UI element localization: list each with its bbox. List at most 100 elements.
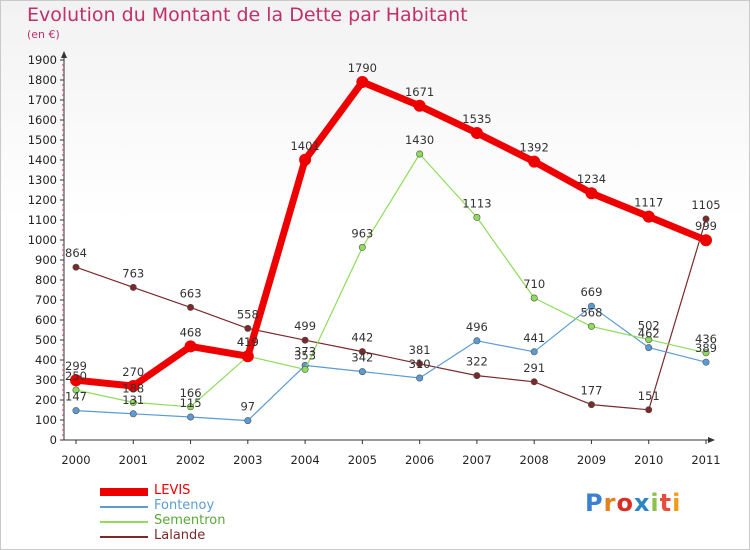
data-point-sementron (416, 150, 424, 158)
logo-letter: r (603, 489, 617, 517)
data-point-fontenoy (358, 368, 366, 376)
data-label-lalande: 1105 (691, 198, 720, 212)
y-tick-label: 1300 (28, 173, 57, 187)
data-label-lalande: 558 (237, 307, 259, 321)
data-point-lalande (187, 303, 195, 311)
legend-label: LEVIS (154, 483, 191, 498)
data-label-lalande: 663 (180, 286, 202, 300)
data-point-levis (700, 234, 712, 247)
data-label-lalande: 442 (351, 331, 373, 345)
data-label-fontenoy: 389 (695, 341, 717, 355)
chart-subtitle: (en €) (27, 28, 60, 41)
data-point-fontenoy (72, 407, 80, 415)
y-tick-label: 200 (35, 393, 57, 407)
data-point-lalande (530, 378, 538, 386)
data-label-lalande: 322 (466, 355, 488, 369)
data-label-levis: 299 (65, 359, 87, 373)
legend-item-levis: LEVIS (100, 483, 300, 499)
x-tick-label: 2002 (176, 453, 205, 467)
data-label-sementron: 1113 (462, 196, 491, 210)
y-tick-label: 1000 (28, 233, 57, 247)
data-label-fontenoy: 373 (294, 344, 316, 358)
logo-letter: i (672, 489, 682, 517)
y-axis-arrow (61, 51, 67, 58)
data-label-levis: 419 (237, 335, 259, 349)
data-label-levis: 1117 (634, 196, 663, 210)
data-label-levis: 999 (695, 219, 717, 233)
legend-item-fontenoy: Fontenoy (100, 498, 300, 514)
data-point-sementron (587, 322, 595, 330)
data-label-lalande: 151 (638, 389, 660, 403)
chart-title: Evolution du Montant de la Dette par Hab… (27, 4, 468, 26)
legend-label: Lalande (154, 528, 206, 543)
data-point-levis (470, 127, 483, 139)
data-label-sementron: 1430 (405, 133, 434, 147)
series-line-fontenoy (75, 305, 707, 422)
data-label-levis: 1392 (520, 141, 549, 155)
data-label-lalande: 499 (294, 319, 316, 333)
data-point-levis (356, 76, 369, 88)
logo-letter: x (633, 489, 651, 517)
data-label-sementron: 963 (351, 226, 373, 240)
data-label-sementron: 188 (122, 381, 144, 395)
data-label-levis: 1234 (577, 172, 606, 186)
series-line-lalande (75, 218, 707, 411)
data-point-lalande (358, 348, 366, 356)
data-label-fontenoy: 462 (638, 327, 660, 341)
y-tick-label: 1700 (28, 93, 57, 107)
data-point-lalande (702, 215, 710, 223)
x-tick-label: 2007 (462, 453, 491, 467)
y-tick-label: 900 (35, 253, 57, 267)
data-point-levis (184, 340, 197, 353)
legend-swatch (100, 536, 148, 538)
data-labels-layer: 299 270 468 419 1401 1790 1671 1535 1392 1234 1117… (65, 61, 721, 414)
data-point-levis (528, 155, 541, 168)
data-point-sementron (358, 243, 366, 251)
data-point-levis (127, 380, 140, 392)
data-point-sementron (129, 398, 137, 406)
y-tick-label: 1900 (28, 53, 57, 67)
data-point-levis (70, 374, 82, 387)
data-point-sementron (187, 403, 195, 411)
data-point-lalande (645, 406, 653, 414)
data-point-lalande (473, 372, 481, 380)
data-point-fontenoy (587, 302, 595, 310)
data-point-fontenoy (473, 337, 481, 345)
data-label-fontenoy: 147 (65, 390, 87, 404)
x-tick-label: 2011 (691, 453, 720, 467)
data-label-fontenoy: 441 (523, 331, 545, 345)
logo-letter: P (585, 489, 604, 517)
data-label-sementron: 419 (237, 335, 259, 349)
data-label-lalande: 864 (65, 246, 87, 260)
x-tick-label: 2009 (577, 453, 606, 467)
data-label-sementron: 250 (65, 369, 87, 383)
legend: LEVIS Fontenoy Sementron Lalande (100, 483, 300, 544)
data-label-sementron: 436 (695, 332, 717, 346)
data-label-lalande: 381 (409, 343, 431, 357)
data-point-sementron (702, 349, 710, 357)
data-point-sementron (72, 386, 80, 394)
data-label-fontenoy: 115 (180, 396, 202, 410)
data-label-sementron: 710 (523, 277, 545, 291)
y-tick-label: 300 (35, 373, 57, 387)
data-point-lalande (301, 336, 309, 344)
data-label-fontenoy: 342 (351, 351, 373, 365)
logo-letter: t (659, 489, 673, 517)
data-label-sementron: 353 (294, 348, 316, 362)
x-tick-label: 2001 (119, 453, 148, 467)
data-label-levis: 1401 (290, 139, 319, 153)
data-label-fontenoy: 310 (409, 357, 431, 371)
y-tick-label: 400 (35, 353, 57, 367)
data-point-fontenoy (530, 348, 538, 356)
series-layer (70, 76, 712, 425)
data-point-sementron (645, 336, 653, 344)
y-tick-label: 600 (35, 313, 57, 327)
series-line-levis (72, 78, 710, 390)
data-point-fontenoy (187, 413, 195, 421)
data-label-fontenoy: 496 (466, 320, 488, 334)
data-label-levis: 270 (122, 365, 144, 379)
data-label-lalande: 291 (523, 361, 545, 375)
data-label-sementron: 568 (580, 305, 602, 319)
y-tick-label: 1200 (28, 193, 57, 207)
